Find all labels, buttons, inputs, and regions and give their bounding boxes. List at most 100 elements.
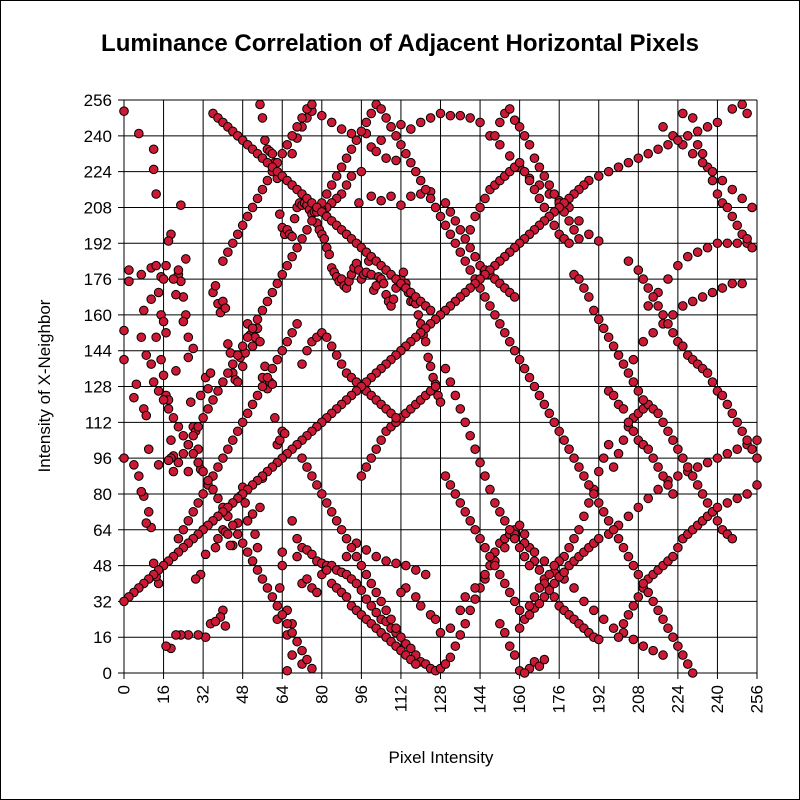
data-point [623, 511, 634, 522]
data-point [663, 319, 673, 329]
data-point [138, 305, 149, 316]
data-point [549, 560, 560, 571]
data-point [544, 408, 555, 419]
data-point [272, 278, 283, 289]
data-point [485, 484, 495, 495]
data-point [203, 383, 213, 394]
data-point [262, 296, 273, 307]
data-point [712, 189, 723, 199]
data-point [524, 560, 535, 571]
x-tick-label: 208 [629, 685, 648, 713]
data-point [193, 421, 203, 432]
data-point [628, 601, 639, 611]
data-point [465, 113, 475, 123]
data-point [366, 601, 377, 611]
data-point [608, 524, 619, 535]
data-point [658, 310, 668, 320]
data-point [727, 104, 738, 114]
data-point [653, 605, 663, 616]
x-tick-label: 144 [471, 685, 490, 713]
data-point [163, 404, 174, 414]
data-point [227, 435, 238, 446]
data-point [210, 542, 221, 553]
data-point [346, 542, 357, 553]
data-point [371, 607, 382, 618]
data-point [628, 377, 639, 387]
data-point [534, 193, 545, 204]
data-point [514, 520, 525, 531]
data-point [376, 135, 386, 146]
data-point [119, 453, 129, 463]
data-point [401, 560, 411, 571]
data-point [153, 386, 164, 396]
data-point [455, 605, 466, 616]
data-point [376, 195, 386, 206]
data-point [346, 144, 357, 155]
data-point [346, 171, 357, 181]
y-tick-label: 16 [93, 628, 112, 647]
data-point [514, 122, 525, 132]
data-point [351, 135, 362, 146]
data-point [242, 547, 253, 557]
data-point [161, 260, 171, 271]
y-tick-label: 128 [84, 378, 112, 397]
y-tick-label: 48 [93, 557, 112, 576]
data-point [274, 209, 285, 219]
data-point [539, 171, 550, 181]
data-point [589, 605, 599, 616]
data-point [732, 493, 743, 504]
data-point [376, 596, 386, 607]
data-point [445, 652, 456, 663]
data-point [480, 542, 490, 553]
data-point [356, 585, 367, 595]
data-point [593, 634, 604, 645]
data-point [668, 435, 678, 446]
data-point [490, 498, 500, 508]
data-point [240, 498, 250, 508]
data-point [623, 368, 634, 378]
data-point [682, 251, 693, 262]
data-point [232, 229, 243, 240]
data-point [326, 341, 337, 352]
y-tick-label: 32 [93, 592, 112, 611]
data-point [272, 354, 283, 365]
data-point [148, 144, 159, 155]
data-point [131, 379, 142, 390]
data-point [188, 430, 199, 441]
data-point [519, 529, 530, 540]
data-point [559, 567, 569, 578]
data-point [151, 189, 161, 199]
data-point [727, 408, 738, 419]
data-point [747, 202, 757, 213]
data-point [707, 166, 718, 177]
data-point [420, 184, 431, 195]
data-point [381, 556, 391, 566]
data-point [143, 507, 154, 517]
data-point [282, 665, 292, 676]
data-point [499, 515, 510, 526]
data-point [287, 131, 297, 141]
data-point [247, 323, 258, 334]
data-point [668, 310, 678, 320]
data-point [391, 413, 401, 423]
y-tick-labels: 0 16 32 48 64 80 96 112 128 144 160 176 192 208 224 240… [84, 91, 112, 683]
y-tick-label: 144 [84, 342, 112, 361]
data-point [277, 148, 288, 159]
data-point [455, 247, 466, 258]
data-point [317, 489, 327, 499]
data-point [579, 511, 589, 522]
data-point [267, 363, 278, 374]
data-point [227, 238, 238, 249]
data-point [687, 296, 698, 307]
data-point [529, 547, 540, 557]
data-point [168, 413, 179, 423]
data-point [136, 269, 147, 280]
data-point [326, 180, 337, 190]
data-point [549, 189, 560, 199]
data-point [420, 336, 431, 347]
data-point [618, 404, 629, 414]
data-point [252, 193, 263, 204]
data-point [643, 301, 654, 311]
data-point [504, 587, 515, 598]
data-point [623, 551, 634, 562]
